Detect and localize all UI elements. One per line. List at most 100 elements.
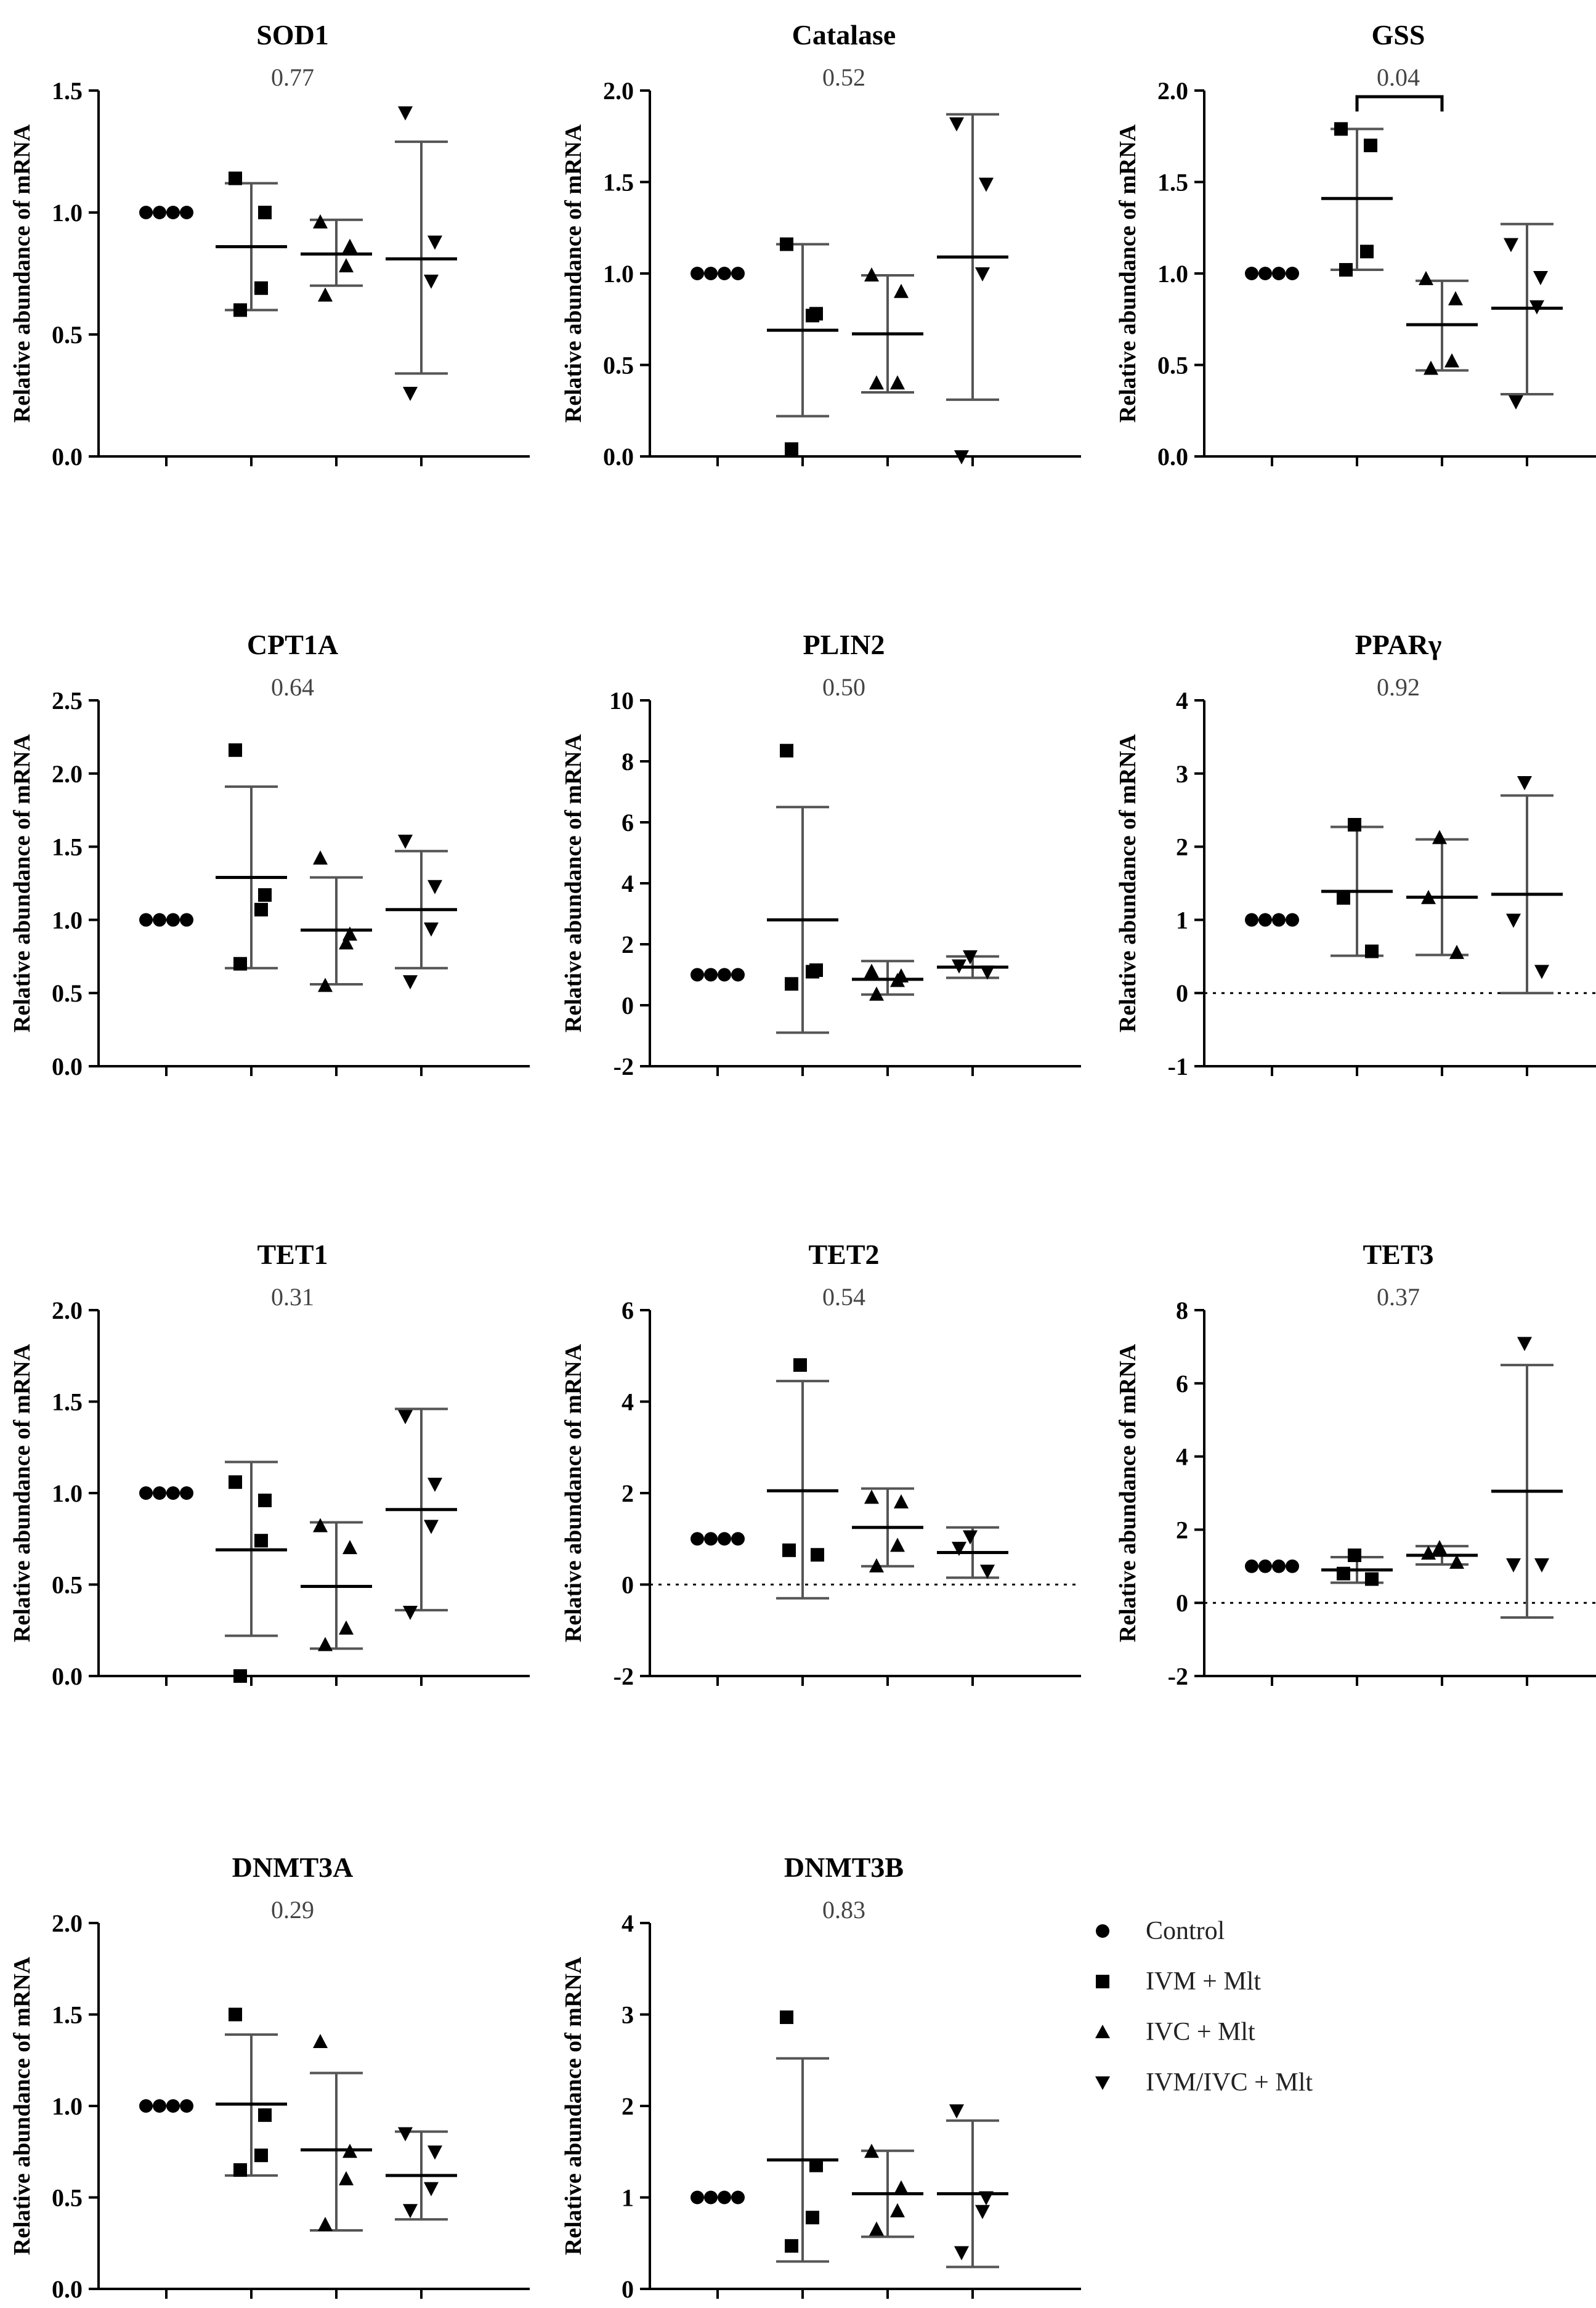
data-group-2	[1406, 830, 1478, 959]
data-group-2	[1406, 1540, 1478, 1569]
data-group-0	[139, 1486, 193, 1500]
legend-label: IVC + Mlt	[1146, 2018, 1255, 2046]
chart-panel-0: SOD1 0.77 Relative abundance of mRNA 0.0 0.5…	[9, 19, 530, 471]
triangle-down-marker	[975, 2205, 990, 2219]
y-tick-label: -2	[1168, 1662, 1188, 1690]
square-marker	[258, 888, 272, 902]
y-tick-label: 0.0	[52, 2275, 83, 2303]
triangle-down-marker	[427, 2145, 442, 2160]
triangle-down-marker	[1517, 1337, 1532, 1351]
triangle-up-marker	[869, 2221, 884, 2236]
y-tick-label: 2.0	[1157, 77, 1188, 105]
y-tick-label: 2.0	[52, 760, 83, 788]
data-group-3	[386, 1407, 457, 1621]
y-tick-label: 4	[1176, 1443, 1188, 1471]
data-group-1	[1321, 1548, 1393, 1586]
triangle-up-marker	[318, 2217, 333, 2232]
data-group-1	[216, 171, 287, 317]
y-tick-label: 0.0	[603, 443, 634, 471]
square-marker	[1365, 944, 1379, 958]
y-axis-label: Relative abundance of mRNA	[561, 734, 586, 1032]
y-axis-label: Relative abundance of mRNA	[1115, 1343, 1141, 1642]
circle-marker	[1245, 913, 1258, 927]
y-tick-label: 0.5	[52, 1571, 83, 1599]
triangle-down-marker	[403, 1606, 418, 1621]
y-axis-label: Relative abundance of mRNA	[1115, 734, 1141, 1032]
chart-title: TET1	[257, 1239, 328, 1270]
data-group-3	[937, 950, 1008, 980]
circle-marker	[1272, 913, 1286, 927]
square-marker	[806, 309, 819, 323]
circle-marker	[1286, 913, 1299, 927]
square-marker	[780, 743, 793, 758]
triangle-up-marker	[869, 375, 884, 390]
y-tick-label: 3	[622, 2001, 634, 2029]
data-group-0	[691, 1532, 745, 1546]
circle-marker	[704, 968, 718, 982]
circle-marker	[1272, 267, 1286, 280]
legend-label: IVM + Mlt	[1146, 1967, 1262, 1996]
square-marker	[793, 1358, 807, 1372]
y-axis-label: Relative abundance of mRNA	[9, 1956, 35, 2255]
y-tick-label: 1	[622, 2184, 634, 2212]
y-tick-label: 1.5	[52, 77, 83, 105]
triangle-down-marker	[975, 267, 990, 281]
circle-marker	[718, 968, 731, 982]
y-axis-label: Relative abundance of mRNA	[9, 734, 35, 1032]
square-marker	[1337, 891, 1350, 905]
square-marker	[785, 2239, 798, 2253]
triangle-down-marker	[1534, 1558, 1549, 1573]
p-value-label: 0.37	[1377, 1283, 1420, 1311]
y-tick-label: 6	[622, 809, 634, 836]
circle-marker	[166, 2099, 180, 2113]
circle-marker	[704, 2190, 718, 2205]
chart-panel-10: DNMT3B 0.83 Relative abundance of mRNA 0 1 2 3…	[561, 1852, 1081, 2303]
legend-item-ivm-mlt: IVM + Mlt	[1090, 1963, 1411, 2014]
square-marker	[233, 957, 247, 971]
y-tick-label: 1.5	[52, 1388, 83, 1416]
circle-marker	[1258, 267, 1272, 280]
legend: Control IVM + Mlt IVC + Mlt IVM/IVC + Ml…	[1090, 1913, 1411, 2115]
y-tick-label: 0.5	[52, 979, 83, 1007]
y-tick-label: 2.0	[603, 77, 634, 105]
p-value-label: 0.31	[271, 1283, 314, 1311]
triangle-down-marker	[949, 117, 964, 132]
y-tick-label: -2	[614, 1053, 634, 1080]
circle-marker	[691, 267, 704, 280]
circle-marker	[166, 913, 180, 927]
chart-title: CPT1A	[247, 629, 338, 660]
triangle-up-marker	[890, 1537, 905, 1552]
y-tick-label: 4	[622, 870, 634, 897]
circle-marker	[718, 267, 731, 280]
triangle-up-marker	[318, 287, 333, 302]
circle-marker	[731, 968, 745, 982]
triangle-up-marker	[1424, 360, 1438, 375]
square-marker	[1348, 817, 1361, 832]
y-tick-label: 6	[622, 1297, 634, 1324]
data-group-0	[1245, 267, 1299, 280]
y-tick-label: 1.5	[603, 169, 634, 196]
triangle-down-marker	[427, 1478, 442, 1492]
circle-marker	[731, 2190, 745, 2205]
chart-title: TET2	[808, 1239, 879, 1270]
y-tick-label: 0	[622, 992, 634, 1019]
legend-item-ivc-mlt: IVC + Mlt	[1090, 2014, 1411, 2064]
data-group-2	[301, 850, 372, 992]
y-tick-label: 2	[1176, 1516, 1188, 1544]
y-tick-label: 0.5	[52, 321, 83, 349]
square-marker	[1337, 1566, 1350, 1581]
circle-marker	[1258, 1559, 1272, 1573]
data-group-2	[852, 960, 923, 1001]
y-tick-label: 0	[1176, 1589, 1188, 1617]
data-group-1	[767, 2010, 838, 2263]
chart-title: Catalase	[792, 19, 896, 51]
triangle-down-marker	[979, 2191, 994, 2206]
y-tick-label: 0	[622, 2275, 634, 2303]
data-group-2	[1406, 270, 1478, 375]
circle-marker	[1245, 267, 1258, 280]
square-marker	[785, 442, 798, 456]
square-marker	[1348, 1548, 1361, 1562]
circle-marker	[139, 913, 153, 927]
triangle-up-marker	[339, 258, 354, 273]
triangle-up-marker	[313, 214, 328, 229]
